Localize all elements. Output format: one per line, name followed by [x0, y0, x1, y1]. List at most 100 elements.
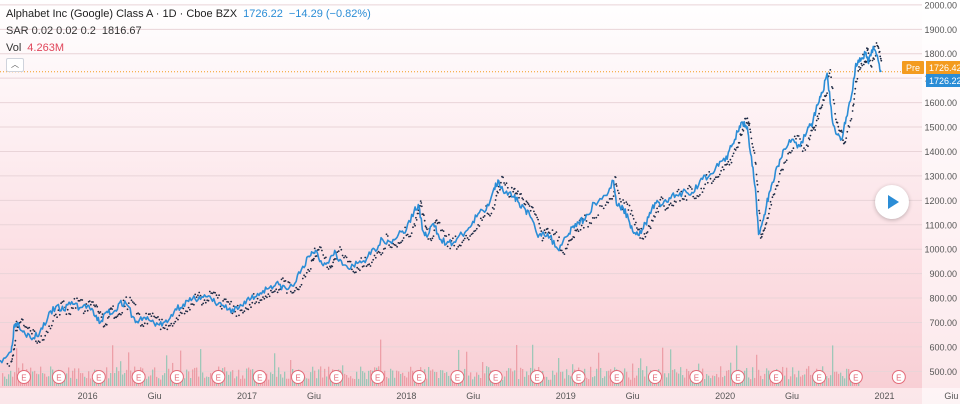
sar-dot: [73, 297, 76, 300]
sar-dot: [626, 203, 629, 206]
time-axis: 2016 Giu 2017 Giu 2018 Giu 2019 Giu 2020 Giu 2021 G…: [0, 388, 960, 404]
volume-bar: [750, 379, 752, 386]
sar-dot: [220, 307, 223, 310]
sar-dot: [643, 233, 646, 235]
sar-dot: [853, 98, 856, 100]
volume-bar: [846, 368, 848, 386]
volume-bar: [508, 368, 510, 386]
x-tick-label: Giu: [466, 391, 480, 401]
sar-dot: [771, 196, 774, 199]
sar-dot: [115, 316, 118, 319]
volume-bar: [506, 370, 508, 386]
volume-bar: [730, 362, 732, 386]
sar-dot: [137, 312, 140, 314]
volume-bar: [564, 378, 566, 386]
volume-bar: [482, 362, 484, 386]
sar-dot: [836, 121, 839, 124]
volume-bar: [760, 375, 762, 386]
earnings-marker: [730, 370, 745, 384]
volume-bar: [628, 377, 630, 386]
sar-dot: [98, 312, 101, 314]
sar-dot: [251, 301, 254, 304]
sar-dot: [618, 192, 620, 195]
sar-dot: [131, 301, 134, 303]
earnings-marker-label: E: [216, 374, 221, 383]
sar-dot: [669, 202, 672, 205]
volume-bar: [44, 373, 46, 386]
volume-bar: [544, 376, 546, 386]
sar-dot: [769, 200, 772, 203]
sar-dot: [812, 127, 815, 130]
volume-bar: [526, 371, 528, 386]
earnings-marker-label: E: [56, 374, 61, 383]
legend-volume-row[interactable]: Vol 4.263M: [6, 40, 371, 57]
sar-indicator-label[interactable]: SAR 0.02 0.02 0.2: [6, 25, 96, 37]
sar-dot: [173, 322, 175, 325]
sar-dot: [369, 265, 372, 267]
earnings-marker-label: E: [416, 374, 421, 383]
volume-bar: [402, 372, 404, 386]
sar-dot: [529, 209, 532, 212]
sar-dot: [513, 187, 516, 190]
volume-bar: [766, 368, 768, 386]
volume-bar: [50, 366, 52, 386]
sar-dot: [764, 223, 767, 226]
volume-bar: [748, 377, 750, 386]
volume-bar: [680, 367, 682, 386]
sar-dot: [360, 257, 363, 259]
sar-dot: [477, 224, 479, 226]
sar-dot: [628, 204, 631, 207]
sar-dot: [688, 184, 691, 187]
volume-bar: [368, 370, 370, 386]
legend-sar-row[interactable]: SAR 0.02 0.02 0.2 1816.67: [6, 23, 371, 40]
sar-dot: [732, 152, 735, 155]
volume-bar: [328, 366, 330, 386]
sar-dot: [420, 202, 423, 204]
sar-dot: [36, 342, 39, 344]
sar-dot: [819, 107, 822, 110]
sar-dot: [687, 187, 689, 190]
sar-dot: [228, 303, 231, 305]
volume-bar: [276, 376, 278, 386]
sar-dot: [58, 313, 61, 316]
sar-dot: [449, 247, 452, 250]
symbol-title[interactable]: Alphabet Inc (Google) Class A · 1D · Cbo…: [6, 8, 238, 20]
volume-bar: [440, 370, 442, 386]
sar-dot: [271, 291, 274, 294]
volume-bar: [158, 378, 160, 386]
sar-dot: [720, 169, 722, 172]
sar-dot: [470, 233, 473, 236]
sar-dot: [582, 226, 585, 229]
sar-dot: [712, 180, 715, 183]
volume-bar: [848, 369, 850, 386]
volume-bar: [648, 375, 650, 386]
volume-bar: [450, 378, 452, 386]
volume-bar: [752, 367, 754, 386]
sar-dot: [424, 225, 427, 228]
sar-dot: [752, 149, 755, 152]
sar-dot: [74, 307, 77, 309]
sar-dot: [82, 312, 85, 315]
sar-dot: [857, 70, 860, 72]
play-button[interactable]: [875, 185, 909, 219]
sar-dot: [760, 233, 763, 236]
x-tick-label: Giu: [785, 391, 799, 401]
volume-bar: [32, 371, 34, 386]
sar-dot: [448, 233, 450, 236]
collapse-legend-button[interactable]: ︿: [6, 58, 24, 72]
volume-bar: [476, 372, 478, 386]
sar-dot: [533, 210, 535, 213]
earnings-marker-label: E: [493, 374, 498, 383]
volume-bar: [710, 378, 712, 386]
sar-dot: [31, 332, 33, 335]
sar-dot: [856, 77, 859, 80]
legend-symbol-row[interactable]: Alphabet Inc (Google) Class A · 1D · Cbo…: [6, 6, 371, 23]
volume-bar: [76, 378, 78, 386]
volume-indicator-label[interactable]: Vol: [6, 42, 22, 54]
sar-dot: [78, 299, 81, 302]
sar-dot: [84, 310, 86, 313]
y-tick-label: 500.00: [929, 367, 957, 377]
sar-dot: [455, 248, 458, 250]
sar-dot: [54, 313, 57, 316]
